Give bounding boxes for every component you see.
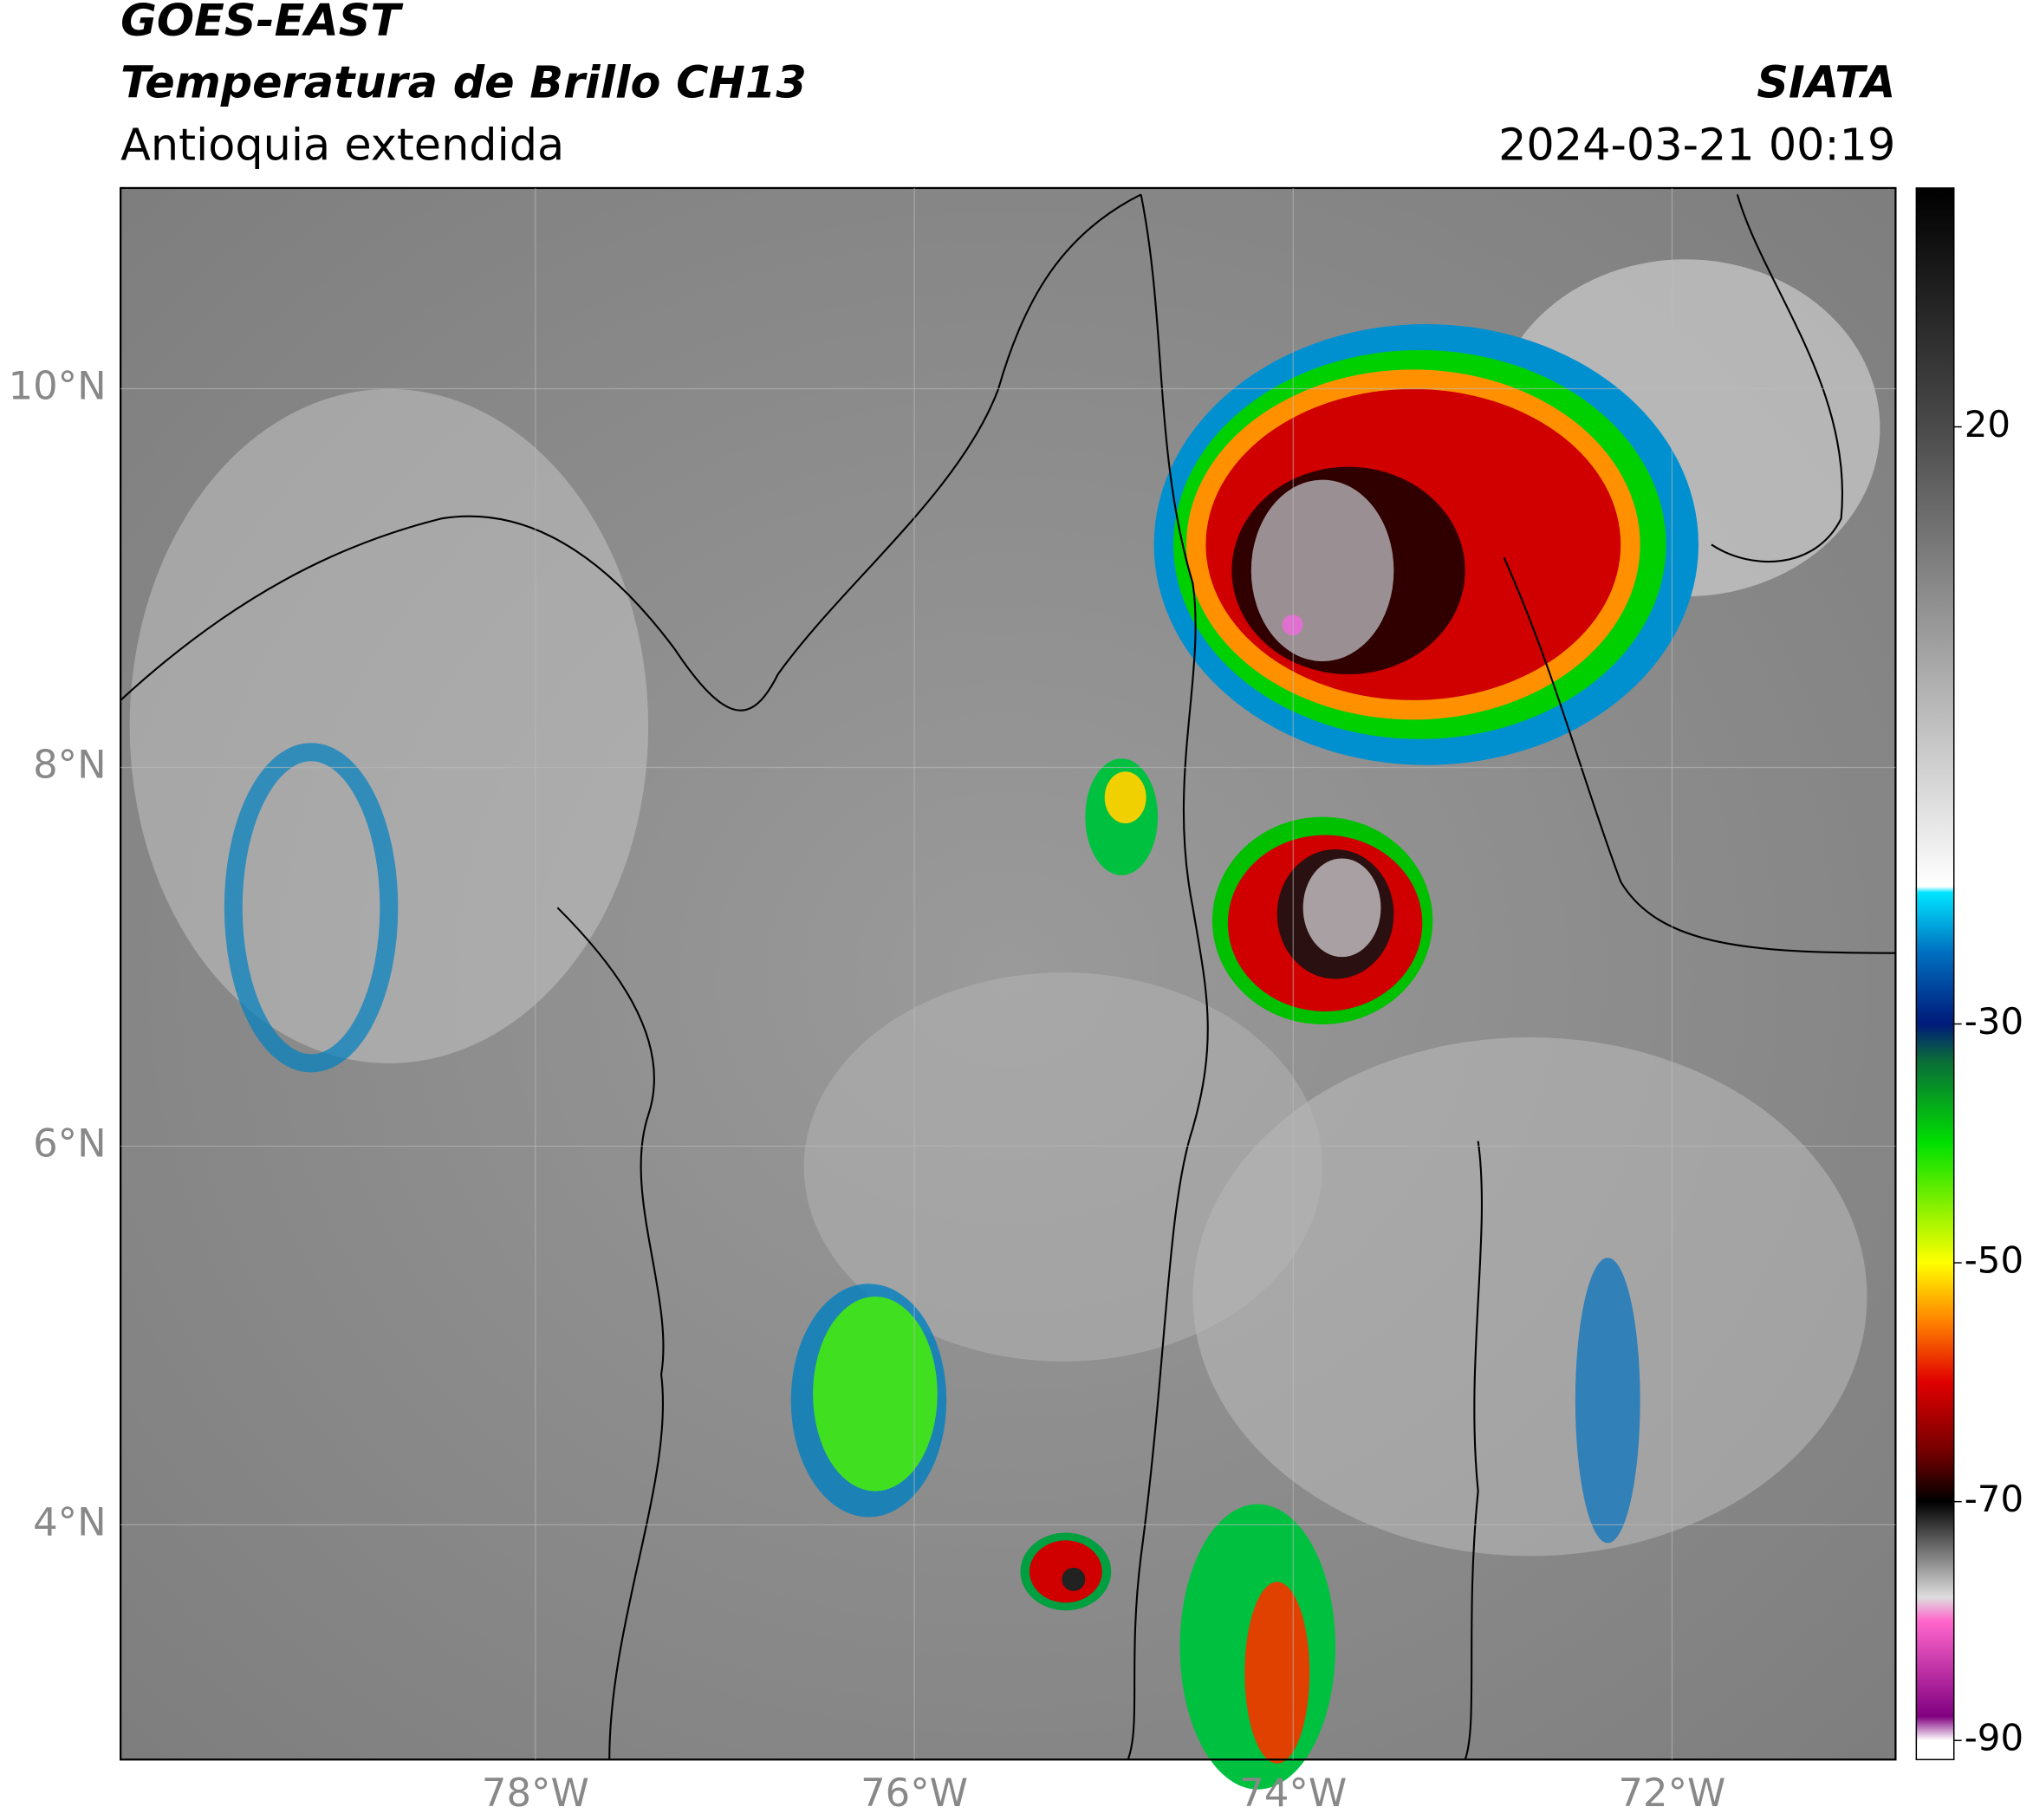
borders [120, 193, 1896, 1760]
colorbar-tick-label: -30 [1965, 1000, 2023, 1043]
x-tick-label: 72°W [1618, 1770, 1725, 1816]
colorbar-tick-label: -90 [1965, 1717, 2023, 1759]
datetime: 2024-03-21 00:19 [1498, 120, 1895, 171]
title: GOES-EAST [120, 0, 404, 46]
x-tick-label: 76°W [861, 1770, 968, 1816]
source: SIATA [1757, 57, 1895, 108]
map-imagery [120, 187, 1896, 1790]
region: Antioquia extendida [120, 120, 564, 171]
subtitle: Temperatura de Brillo CH13 [120, 57, 807, 108]
colorbar-tick-label: 20 [1965, 403, 2010, 445]
colorbar-tick-label: -50 [1965, 1239, 2023, 1282]
y-tick-label: 4°N [33, 1498, 107, 1544]
x-tick-label: 78°W [482, 1770, 589, 1816]
colorbar-tick-label: -70 [1965, 1478, 2023, 1520]
map-frame [120, 186, 1897, 1761]
y-tick-label: 10°N [9, 363, 107, 409]
colorbar [1915, 187, 1955, 1761]
y-tick-label: 6°N [33, 1120, 107, 1166]
x-tick-label: 74°W [1239, 1770, 1347, 1816]
y-tick-label: 8°N [33, 741, 107, 787]
